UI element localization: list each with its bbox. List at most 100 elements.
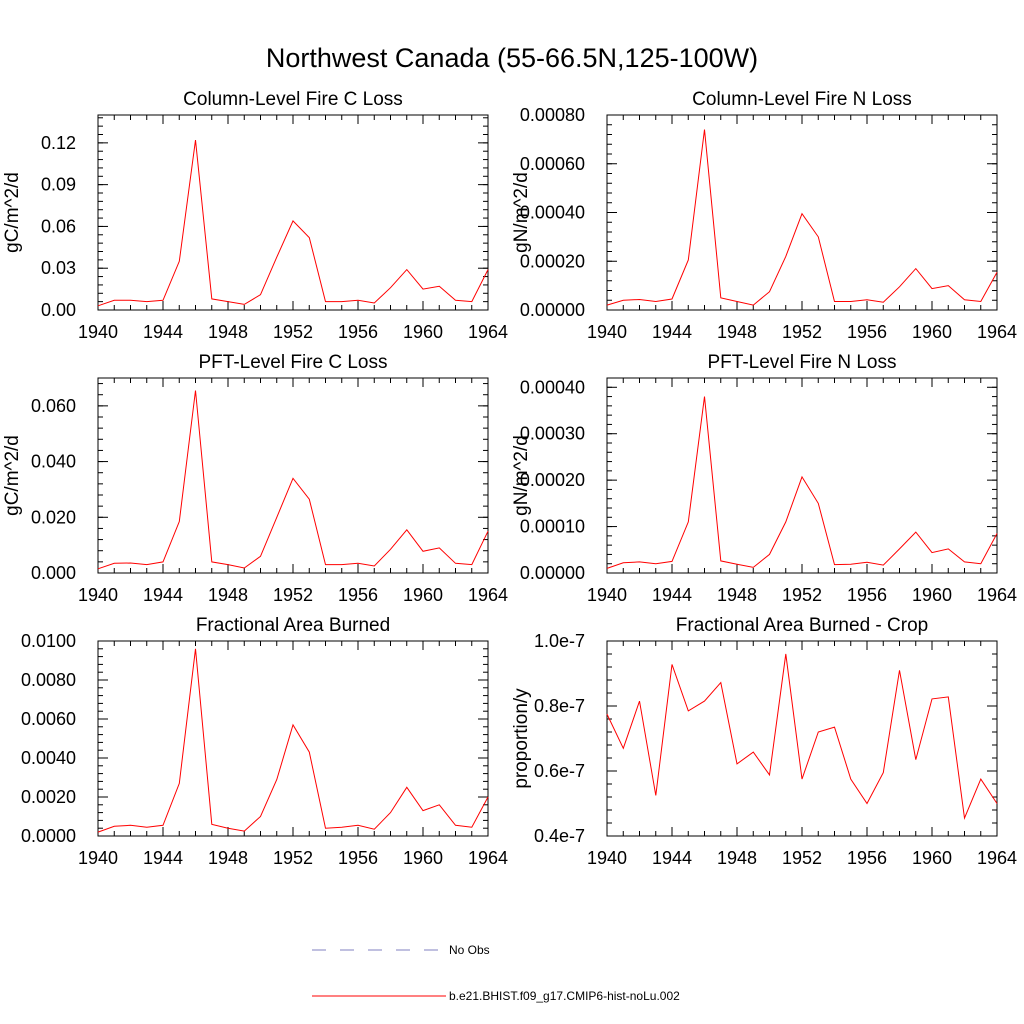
panel-1-ytick-label: 0.03 xyxy=(41,258,76,278)
panel-3-ytick-label: 0.060 xyxy=(31,396,76,416)
panel-4-plot-frame xyxy=(606,377,998,574)
panel-1-series-line xyxy=(97,140,489,307)
panel-4-title: PFT-Level Fire N Loss xyxy=(708,352,897,373)
panel-5-xtick-label: 1952 xyxy=(273,848,313,868)
legend-series-label: b.e21.BHIST.f09_g17.CMIP6-hist-noLu.002 xyxy=(449,989,680,1003)
legend-obs-label: No Obs xyxy=(449,943,490,957)
panel-6-xtick-label: 1956 xyxy=(847,848,887,868)
panel-6-title: Fractional Area Burned - Crop xyxy=(676,615,928,636)
panel-4-xtick-label: 1952 xyxy=(782,585,822,605)
chart-panels: Column-Level Fire C Loss gC/m^2/d 1940 1944… xyxy=(2,89,1017,868)
panel-6-ytick-label: 1.0e-7 xyxy=(534,631,585,651)
panel-5-xtick-label: 1948 xyxy=(208,848,248,868)
panel-2-plot-frame xyxy=(606,114,998,311)
panel-4-ytick-label: 0.00020 xyxy=(520,470,585,490)
panel-2-ytick-label: 0.00080 xyxy=(520,105,585,125)
panel-1-ytick-label: 0.00 xyxy=(41,300,76,320)
panel-3-xtick-label: 1952 xyxy=(273,585,313,605)
panel-3-plot-frame xyxy=(97,377,489,574)
panel-6-xtick-label: 1964 xyxy=(977,848,1017,868)
panel-2-xtick-label: 1944 xyxy=(652,322,692,342)
legend: No Obs b.e21.BHIST.f09_g17.CMIP6-hist-no… xyxy=(312,943,680,1003)
panel-1-plot-frame xyxy=(97,114,489,311)
panel-4-ytick-label: 0.00040 xyxy=(520,377,585,397)
panel-6-xtick-label: 1952 xyxy=(782,848,822,868)
panel-3-pft-level-fire-c-loss: PFT-Level Fire C Loss gC/m^2/d 1940 1944 194… xyxy=(2,352,508,605)
panel-2-series-line xyxy=(606,129,998,306)
panel-4-xtick-label: 1940 xyxy=(587,585,627,605)
panel-6-plot-frame xyxy=(606,640,998,837)
panel-6-xtick-label: 1944 xyxy=(652,848,692,868)
panel-4-xtick-label: 1948 xyxy=(717,585,757,605)
panel-1-ytick-label: 0.06 xyxy=(41,216,76,236)
panel-3-xtick-label: 1964 xyxy=(468,585,508,605)
panel-1-ytick-label: 0.12 xyxy=(41,133,76,153)
panel-4-ylabel: gN/m^2/d xyxy=(511,435,532,516)
panel-5-ytick-label: 0.0100 xyxy=(21,631,76,651)
panel-1-xtick-label: 1964 xyxy=(468,322,508,342)
panel-1-xtick-label: 1952 xyxy=(273,322,313,342)
panel-1-ytick-label: 0.09 xyxy=(41,175,76,195)
panel-3-series-line xyxy=(97,390,489,570)
panel-2-ytick-label: 0.00040 xyxy=(520,203,585,223)
panel-4-xtick-label: 1964 xyxy=(977,585,1017,605)
panel-1-xtick-label: 1960 xyxy=(403,322,443,342)
panel-3-ylabel: gC/m^2/d xyxy=(2,435,23,516)
panel-6-fractional-area-burned-crop: Fractional Area Burned - Crop proportion/… xyxy=(511,615,1017,868)
panel-4-xtick-label: 1960 xyxy=(912,585,952,605)
panel-6-xtick-label: 1960 xyxy=(912,848,952,868)
panel-4-ytick-label: 0.00010 xyxy=(520,517,585,537)
panel-5-xtick-label: 1940 xyxy=(78,848,118,868)
panel-1-xtick-label: 1948 xyxy=(208,322,248,342)
panel-5-xtick-label: 1956 xyxy=(338,848,378,868)
panel-5-title: Fractional Area Burned xyxy=(196,615,390,636)
panel-2-xtick-label: 1952 xyxy=(782,322,822,342)
panel-1-xtick-label: 1940 xyxy=(78,322,118,342)
panel-2-xtick-label: 1956 xyxy=(847,322,887,342)
panel-3-title: PFT-Level Fire C Loss xyxy=(199,352,388,373)
panel-2-ytick-label: 0.00060 xyxy=(520,154,585,174)
panel-5-fractional-area-burned: Fractional Area Burned 1940 1944 1948 1952 19… xyxy=(21,615,508,868)
panel-4-xtick-label: 1956 xyxy=(847,585,887,605)
panel-5-ytick-label: 0.0020 xyxy=(21,787,76,807)
panel-4-series-line xyxy=(606,396,998,569)
panel-1-title: Column-Level Fire C Loss xyxy=(183,89,403,110)
panel-3-xtick-label: 1956 xyxy=(338,585,378,605)
panel-4-xtick-label: 1944 xyxy=(652,585,692,605)
panel-2-ylabel: gN/m^2/d xyxy=(511,172,532,253)
panel-3-ytick-label: 0.020 xyxy=(31,507,76,527)
panel-2-title: Column-Level Fire N Loss xyxy=(692,89,912,110)
panel-3-ytick-label: 0.040 xyxy=(31,452,76,472)
panel-1-column-level-fire-c-loss: Column-Level Fire C Loss gC/m^2/d 1940 1944… xyxy=(2,89,508,342)
panel-5-xtick-label: 1964 xyxy=(468,848,508,868)
panel-4-ytick-label: 0.00030 xyxy=(520,424,585,444)
panel-2-ytick-label: 0.00020 xyxy=(520,251,585,271)
panel-5-ytick-label: 0.0040 xyxy=(21,748,76,768)
panel-5-xtick-label: 1944 xyxy=(143,848,183,868)
panel-1-xtick-label: 1956 xyxy=(338,322,378,342)
figure-title: Northwest Canada (55-66.5N,125-100W) xyxy=(266,43,758,73)
panel-2-xtick-label: 1960 xyxy=(912,322,952,342)
panel-3-xtick-label: 1940 xyxy=(78,585,118,605)
panel-3-xtick-label: 1944 xyxy=(143,585,183,605)
panel-6-ylabel: proportion/y xyxy=(511,688,532,789)
panel-2-xtick-label: 1964 xyxy=(977,322,1017,342)
panel-3-ytick-label: 0.000 xyxy=(31,563,76,583)
panel-1-xtick-label: 1944 xyxy=(143,322,183,342)
panel-5-xtick-label: 1960 xyxy=(403,848,443,868)
panel-6-ytick-label: 0.6e-7 xyxy=(534,761,585,781)
panel-5-ytick-label: 0.0000 xyxy=(21,826,76,846)
panel-4-ytick-label: 0.00000 xyxy=(520,563,585,583)
panel-6-series-line xyxy=(606,653,998,820)
panel-3-xtick-label: 1948 xyxy=(208,585,248,605)
panel-5-plot-frame xyxy=(97,640,489,837)
panel-6-xtick-label: 1940 xyxy=(587,848,627,868)
panel-6-ytick-label: 0.8e-7 xyxy=(534,696,585,716)
panel-5-series-line xyxy=(97,648,489,833)
panel-6-xtick-label: 1948 xyxy=(717,848,757,868)
panel-5-ytick-label: 0.0060 xyxy=(21,709,76,729)
panel-2-column-level-fire-n-loss: Column-Level Fire N Loss gN/m^2/d 1940 1944… xyxy=(511,89,1017,342)
panel-2-xtick-label: 1940 xyxy=(587,322,627,342)
panel-1-ylabel: gC/m^2/d xyxy=(2,172,23,253)
